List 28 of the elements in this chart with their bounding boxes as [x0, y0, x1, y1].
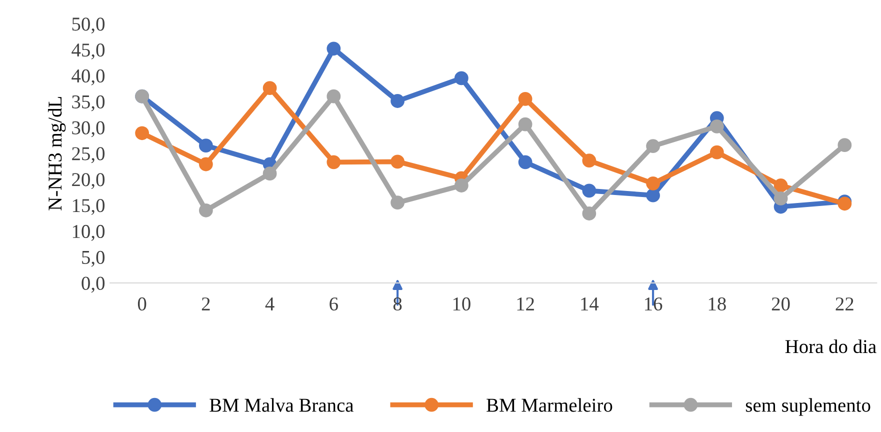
- y-axis-title: N-NH3 mg/dL: [48, 97, 66, 210]
- x-axis-title: Hora do dia: [785, 339, 876, 354]
- y-tick-label: 35,0: [72, 95, 105, 112]
- y-tick-label: 0,0: [82, 276, 105, 293]
- y-tick-label: 45,0: [72, 43, 105, 60]
- x-tick-label: 12: [517, 297, 534, 310]
- x-tick-label: 22: [836, 297, 854, 310]
- x-tick-label: 14: [581, 298, 599, 310]
- x-tick-label: 6: [330, 297, 338, 311]
- y-tick-label: 50,0: [72, 18, 105, 34]
- y-tick-label: 5,0: [82, 250, 105, 267]
- x-tick-label: 0: [138, 297, 146, 311]
- y-tick-label: 10,0: [72, 224, 105, 241]
- x-tick-label: 4: [265, 298, 274, 310]
- y-tick-label: 20,0: [72, 173, 105, 190]
- x-tick-label: 2: [202, 297, 210, 310]
- y-tick-label: 30,0: [72, 121, 105, 138]
- x-tick-label: 16: [645, 297, 662, 311]
- y-tick-label: 15,0: [72, 199, 105, 215]
- legend-label: sem suplemento: [746, 398, 870, 416]
- x-tick-label: 10: [453, 297, 470, 311]
- x-tick-label: 8: [393, 297, 402, 311]
- legend-label: BM Marmeleiro: [486, 398, 612, 412]
- x-tick-label: 20: [772, 297, 790, 311]
- x-tick-label: 18: [708, 297, 726, 311]
- legend-label: BM Malva Branca: [210, 398, 354, 412]
- y-tick-label: 40,0: [72, 69, 105, 86]
- y-tick-label: 25,0: [72, 147, 105, 164]
